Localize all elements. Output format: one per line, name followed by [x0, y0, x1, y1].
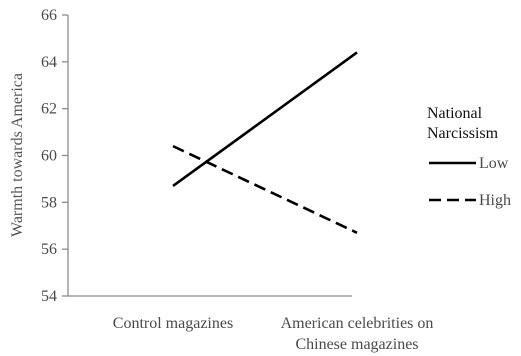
- y-tick-label: 66: [41, 7, 57, 24]
- y-axis-ticks: 54 56 58 60 62 64 66: [41, 7, 68, 305]
- legend: National Narcissism Low High: [427, 105, 511, 209]
- legend-title: Narcissism: [427, 125, 499, 142]
- x-axis-labels: Control magazines American celebrities on…: [113, 315, 434, 353]
- y-tick-label: 58: [41, 194, 57, 211]
- series-line-low: [172, 51, 358, 187]
- y-axis-title: Warmth towards America: [9, 73, 26, 237]
- legend-label-high: High: [479, 192, 511, 209]
- legend-title: National: [427, 105, 483, 122]
- y-tick-label: 60: [41, 148, 57, 165]
- y-tick-label: 62: [41, 101, 57, 118]
- x-category-label: Chinese magazines: [295, 336, 418, 353]
- legend-label-low: Low: [479, 155, 509, 172]
- series-lines: [172, 51, 358, 234]
- x-category-label: American celebrities on: [281, 315, 434, 332]
- x-category-label: Control magazines: [113, 315, 233, 332]
- series-line-high: [172, 144, 358, 234]
- y-tick-label: 54: [41, 288, 57, 305]
- y-tick-label: 64: [41, 54, 57, 71]
- y-tick-label: 56: [41, 241, 57, 258]
